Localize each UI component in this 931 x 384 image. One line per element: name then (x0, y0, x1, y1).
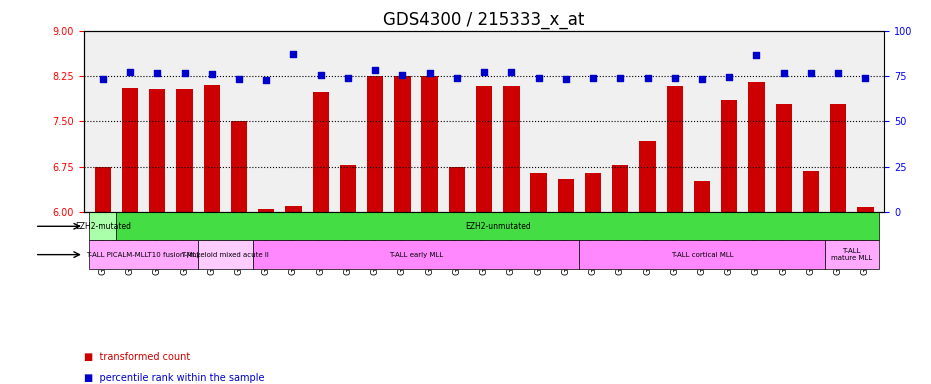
Bar (95, 167, 111, 212)
Bar (340, 165, 357, 212)
Bar (204, 85, 220, 212)
Point (341, 75, 356, 81)
Bar (612, 165, 628, 212)
Point (204, 71, 219, 77)
FancyBboxPatch shape (89, 212, 116, 240)
Point (450, 75, 465, 81)
Bar (857, 207, 873, 212)
Point (749, 52, 764, 58)
Point (830, 70, 845, 76)
Point (613, 75, 627, 81)
Point (177, 70, 192, 76)
Point (395, 72, 410, 78)
FancyBboxPatch shape (252, 240, 579, 269)
Bar (367, 76, 384, 212)
Point (776, 70, 791, 76)
Point (504, 69, 519, 75)
Bar (231, 121, 248, 212)
Text: EZH2-mutated: EZH2-mutated (74, 222, 131, 231)
FancyBboxPatch shape (116, 212, 879, 240)
Point (803, 70, 818, 76)
Point (368, 67, 383, 73)
Text: T-ALL PICALM-MLLT10 fusion MLL: T-ALL PICALM-MLLT10 fusion MLL (87, 252, 201, 258)
Bar (394, 76, 411, 212)
Point (858, 75, 873, 81)
Text: ■  percentile rank within the sample: ■ percentile rank within the sample (84, 373, 264, 383)
Bar (531, 173, 546, 212)
Bar (694, 181, 710, 212)
Point (313, 72, 328, 78)
Bar (422, 76, 438, 212)
Bar (313, 93, 329, 212)
FancyBboxPatch shape (89, 240, 198, 269)
Text: T-ALL cortical MLL: T-ALL cortical MLL (670, 252, 734, 258)
Bar (285, 206, 302, 212)
Point (259, 77, 274, 83)
Point (477, 69, 492, 75)
Bar (449, 167, 466, 212)
Point (232, 76, 247, 82)
Point (641, 75, 655, 81)
Text: T-ALL
mature MLL: T-ALL mature MLL (831, 248, 872, 261)
Point (695, 76, 709, 82)
Bar (176, 89, 193, 212)
Bar (258, 209, 275, 212)
Bar (122, 88, 139, 212)
Point (559, 76, 573, 82)
Bar (585, 173, 601, 212)
Bar (149, 89, 166, 212)
Bar (558, 179, 574, 212)
Text: T-/myeloid mixed acute ll: T-/myeloid mixed acute ll (182, 252, 269, 258)
Point (286, 51, 301, 57)
FancyBboxPatch shape (198, 240, 252, 269)
FancyBboxPatch shape (579, 240, 825, 269)
Point (586, 75, 600, 81)
FancyBboxPatch shape (825, 240, 879, 269)
Point (668, 75, 682, 81)
Bar (749, 82, 764, 212)
Point (532, 75, 546, 81)
Title: GDS4300 / 215333_x_at: GDS4300 / 215333_x_at (384, 12, 585, 30)
Bar (721, 100, 737, 212)
Bar (503, 86, 519, 212)
Bar (803, 171, 819, 212)
Point (150, 70, 165, 76)
Point (95, 76, 110, 82)
Text: EZH2-unmutated: EZH2-unmutated (465, 222, 531, 231)
Bar (640, 141, 655, 212)
Point (422, 70, 437, 76)
Bar (776, 104, 792, 212)
Bar (667, 86, 683, 212)
Bar (830, 104, 846, 212)
Bar (476, 86, 492, 212)
Text: T-ALL early MLL: T-ALL early MLL (389, 252, 443, 258)
Text: ■  transformed count: ■ transformed count (84, 352, 190, 362)
Point (123, 69, 138, 75)
Point (722, 74, 736, 80)
